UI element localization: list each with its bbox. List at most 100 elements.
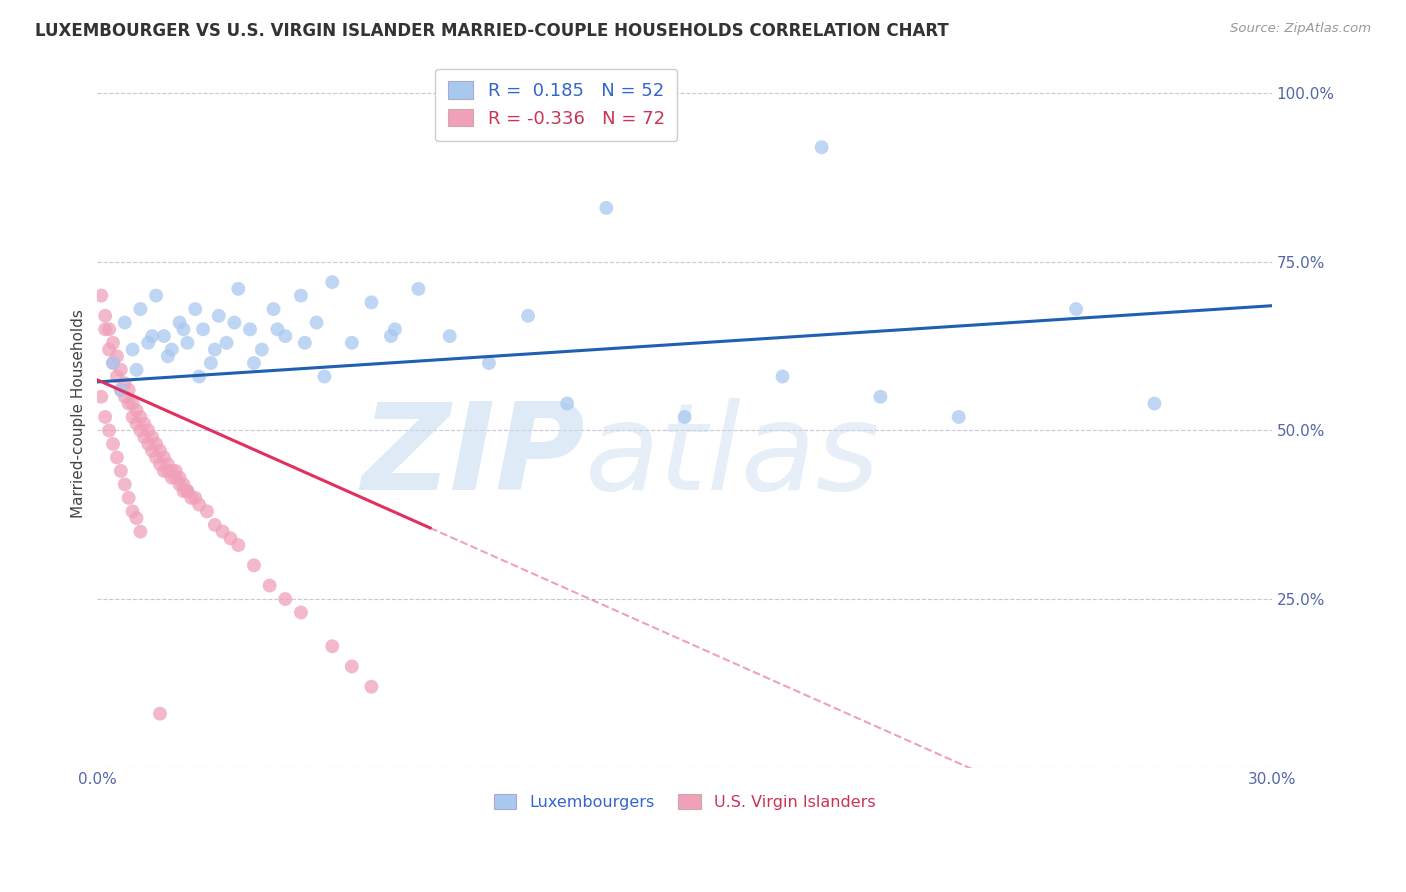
Point (224, 316, 246, 330)
Point (136, 437, 159, 451)
Point (290, 606, 312, 620)
Point (772, 369, 794, 384)
Point (94, 409, 117, 424)
Point (188, 498, 211, 512)
Point (121, 504, 143, 518)
Point (98, 424, 121, 438)
Point (129, 302, 152, 317)
Point (1064, 302, 1087, 317)
Point (156, 464, 179, 478)
Point (114, 316, 136, 330)
Point (219, 532, 242, 546)
Point (810, 140, 832, 154)
Point (176, 484, 198, 499)
Point (380, 329, 402, 343)
Point (294, 335, 316, 350)
Point (118, 383, 141, 397)
Point (555, 396, 578, 410)
Point (121, 343, 143, 357)
Point (173, 477, 195, 491)
Point (478, 356, 501, 370)
Point (101, 356, 124, 370)
Point (125, 363, 148, 377)
Point (204, 343, 226, 357)
Point (129, 424, 152, 438)
Point (184, 491, 207, 505)
Point (208, 309, 231, 323)
Point (160, 464, 183, 478)
Point (169, 316, 191, 330)
Point (314, 369, 336, 384)
Point (188, 369, 211, 384)
Point (290, 288, 312, 302)
Point (243, 558, 266, 573)
Point (134, 417, 156, 431)
Point (149, 443, 172, 458)
Point (98, 343, 121, 357)
Point (869, 390, 891, 404)
Point (200, 356, 222, 370)
Point (110, 464, 132, 478)
Text: ZIP: ZIP (361, 398, 585, 515)
Point (145, 437, 167, 451)
Point (121, 396, 143, 410)
Point (153, 450, 176, 465)
Point (153, 464, 176, 478)
Point (169, 477, 191, 491)
Y-axis label: Married-couple Households: Married-couple Households (72, 310, 86, 518)
Point (156, 349, 179, 363)
Point (145, 288, 167, 302)
Point (215, 335, 238, 350)
Point (274, 592, 297, 607)
Point (101, 437, 124, 451)
Point (173, 484, 195, 499)
Point (243, 356, 266, 370)
Point (145, 450, 167, 465)
Point (129, 409, 152, 424)
Point (129, 524, 152, 539)
Point (141, 430, 163, 444)
Point (384, 322, 406, 336)
Point (176, 335, 198, 350)
Point (1143, 396, 1166, 410)
Point (141, 443, 163, 458)
Point (125, 511, 148, 525)
Point (259, 578, 281, 592)
Point (136, 424, 159, 438)
Point (184, 302, 207, 317)
Point (121, 409, 143, 424)
Point (114, 390, 136, 404)
Point (160, 470, 183, 484)
Point (136, 335, 159, 350)
Point (321, 639, 343, 653)
Point (263, 302, 285, 317)
Point (110, 363, 132, 377)
Point (211, 524, 233, 539)
Text: atlas: atlas (585, 398, 880, 515)
Point (98, 322, 121, 336)
Point (90, 390, 112, 404)
Point (118, 491, 141, 505)
Point (226, 538, 249, 552)
Point (110, 383, 132, 397)
Point (105, 349, 128, 363)
Point (149, 457, 172, 471)
Point (101, 335, 124, 350)
Point (125, 417, 148, 431)
Point (173, 322, 195, 336)
Point (176, 484, 198, 499)
Point (360, 680, 382, 694)
Legend: Luxembourgers, U.S. Virgin Islanders: Luxembourgers, U.S. Virgin Islanders (488, 788, 882, 816)
Point (195, 504, 218, 518)
Point (90, 288, 112, 302)
Point (250, 343, 273, 357)
Point (321, 275, 343, 289)
Point (305, 316, 328, 330)
Point (340, 659, 363, 673)
Point (149, 706, 172, 721)
Point (673, 409, 696, 424)
Point (110, 383, 132, 397)
Point (180, 491, 202, 505)
Point (101, 356, 124, 370)
Point (94, 322, 117, 336)
